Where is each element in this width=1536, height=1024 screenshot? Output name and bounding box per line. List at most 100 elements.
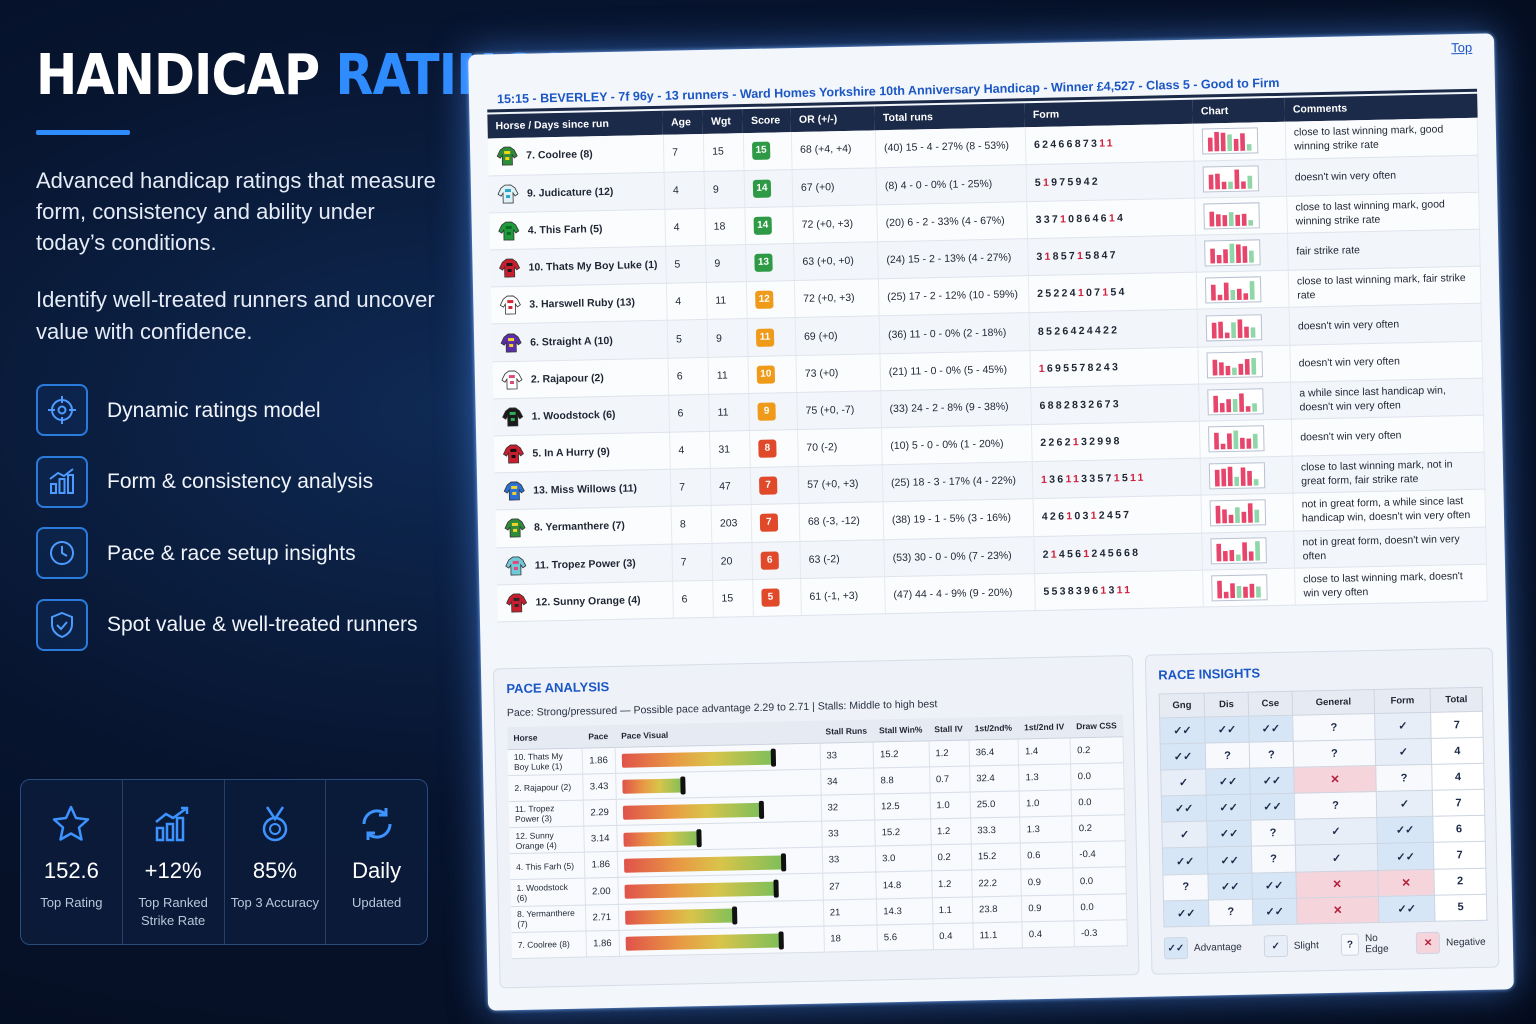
- horse-cell[interactable]: 9. Judicature (12): [488, 171, 665, 213]
- insight-cell: ✓✓: [1249, 767, 1295, 795]
- total-runs-cell: (33) 24 - 2 - 8% (9 - 38%): [880, 387, 1032, 428]
- horse-cell[interactable]: 12. Sunny Orange (4): [497, 580, 674, 622]
- insight-cell: ?: [1293, 739, 1376, 768]
- col-age[interactable]: Age: [662, 109, 704, 135]
- form-cell: 1695578243: [1029, 346, 1199, 388]
- horse-name[interactable]: 12. Sunny Orange (4): [535, 594, 641, 609]
- table-row[interactable]: 9. Judicature (12) 4 9 14 67 (+0) (8) 4 …: [488, 154, 1479, 213]
- horse-name[interactable]: 10. Thats My Boy Luke (1): [528, 259, 658, 274]
- weight-cell: 15: [703, 133, 745, 172]
- table-row[interactable]: 13. Miss Willows (11) 7 47 7 57 (+0, +3)…: [494, 452, 1485, 511]
- chart-cell: [1195, 233, 1289, 273]
- col-score[interactable]: Score: [742, 108, 792, 134]
- table-row[interactable]: 2. Rajapour (2) 6 11 10 73 (+0) (21) 11 …: [492, 340, 1483, 399]
- first-second-pct: 22.2: [971, 869, 1022, 897]
- table-row[interactable]: 1. Woodstock (6) 6 11 9 75 (+0, -7) (33)…: [493, 377, 1484, 436]
- horse-name[interactable]: 3. Harswell Ruby (13): [529, 296, 636, 311]
- jockey-silk-icon: [496, 146, 518, 166]
- horse-name[interactable]: 7. Coolree (8): [526, 148, 593, 162]
- form-mini-chart: [1208, 425, 1265, 453]
- pace-bar-fill: [625, 933, 783, 952]
- table-row[interactable]: 5. In A Hurry (9) 4 31 8 70 (-2) (10) 5 …: [494, 415, 1485, 474]
- pace-bar: [622, 774, 813, 795]
- horse-cell[interactable]: 4. This Farh (5): [489, 209, 666, 250]
- horse-cell[interactable]: 7. Coolree (8): [487, 134, 665, 176]
- mini-chart-bar: [1236, 585, 1242, 598]
- table-row[interactable]: 3. Harswell Ruby (13) 4 11 12 72 (+0, +3…: [490, 266, 1482, 325]
- col-horse[interactable]: Horse / Days since run: [487, 110, 664, 139]
- table-row[interactable]: 7. Coolree (8) 7 15 15 68 (+4, +4) (40) …: [487, 117, 1478, 176]
- mini-chart-bar: [1244, 326, 1249, 338]
- horse-cell[interactable]: 11. Tropez Power (3): [496, 543, 673, 585]
- stat-value: +12%: [144, 858, 202, 883]
- horse-name[interactable]: 1. Woodstock (6): [531, 408, 616, 423]
- horse-cell[interactable]: 1. Woodstock (6): [493, 395, 670, 436]
- pace-bar-fill: [622, 778, 684, 795]
- comment-cell: not in great form, doesn't win very ofte…: [1293, 526, 1487, 568]
- comment-cell: doesn't win very often: [1285, 154, 1479, 197]
- insight-cell: ✓✓: [1206, 794, 1251, 822]
- age-cell: 5: [667, 319, 708, 358]
- form-mini-chart: [1202, 165, 1260, 193]
- weight-cell: 203: [711, 504, 752, 543]
- stall-runs: 21: [822, 898, 878, 926]
- table-row[interactable]: 6. Straight A (10) 5 9 11 69 (+0) (36) 1…: [491, 303, 1482, 362]
- form-cell: 3185715847: [1027, 235, 1197, 276]
- horse-name[interactable]: 11. Tropez Power (3): [534, 557, 636, 572]
- horse-cell[interactable]: 5. In A Hurry (9): [494, 432, 671, 474]
- horse-name[interactable]: 13. Miss Willows (11): [533, 482, 638, 497]
- horse-name[interactable]: 4. This Farh (5): [527, 223, 603, 237]
- table-row[interactable]: 11. Tropez Power (3) 7 20 6 63 (-2) (53)…: [496, 526, 1487, 585]
- col-or[interactable]: OR (+/-): [790, 106, 876, 133]
- horse-name[interactable]: 9. Judicature (12): [526, 185, 614, 200]
- horse-cell[interactable]: 2. Rajapour (2): [492, 357, 669, 399]
- score-badge: 13: [754, 253, 773, 273]
- comment-cell: close to last winning mark, good winning…: [1286, 192, 1480, 234]
- horse-cell[interactable]: 8. Yermanthere (7): [495, 506, 672, 548]
- mini-chart-bar: [1215, 214, 1221, 227]
- horse-name[interactable]: 5. In A Hurry (9): [532, 446, 610, 460]
- jockey-silk-icon: [502, 407, 524, 427]
- or-cell: 68 (+4, +4): [791, 130, 877, 170]
- comment-cell: doesn't win very often: [1291, 415, 1485, 457]
- horse-cell[interactable]: 13. Miss Willows (11): [494, 469, 672, 511]
- pace-analysis-summary: Pace: Strong/pressured — Possible pace a…: [506, 698, 938, 720]
- insight-cell: ✓: [1161, 821, 1208, 849]
- insight-cell: 4: [1431, 763, 1485, 791]
- horse-name[interactable]: 2. Rajapour (2): [530, 371, 604, 386]
- form-cell: 33710864614: [1026, 198, 1196, 239]
- insight-cell: ?: [1294, 791, 1377, 820]
- age-cell: 4: [664, 208, 706, 247]
- horse-cell[interactable]: 3. Harswell Ruby (13): [490, 283, 668, 325]
- horse-name[interactable]: 6. Straight A (10): [530, 334, 613, 349]
- mini-chart-bar: [1230, 583, 1235, 599]
- mini-chart-bar: [1228, 515, 1234, 524]
- stall-win: 12.5: [874, 792, 931, 821]
- insight-cell: ✓✓: [1376, 816, 1434, 844]
- table-row[interactable]: 10. Thats My Boy Luke (1) 5 9 13 63 (+0,…: [490, 229, 1481, 288]
- horse-cell[interactable]: 6. Straight A (10): [491, 320, 668, 362]
- horse-cell[interactable]: 10. Thats My Boy Luke (1): [490, 246, 667, 288]
- top-link[interactable]: Top: [1451, 39, 1473, 56]
- col-total-runs[interactable]: Total runs: [874, 103, 1026, 131]
- stat-label: Top Rating: [40, 895, 103, 910]
- col-wgt[interactable]: Wgt: [702, 109, 744, 134]
- feature-item: Dynamic ratings model: [36, 384, 436, 436]
- horse-name[interactable]: 8. Yermanthere (7): [533, 520, 625, 535]
- table-row[interactable]: 4. This Farh (5) 4 18 14 72 (+0, +3) (20…: [489, 192, 1480, 250]
- chart-cell: [1200, 456, 1293, 496]
- age-cell: 6: [667, 357, 709, 396]
- pace-horse: 7. Coolree (8): [511, 930, 587, 959]
- mini-chart-bar: [1248, 220, 1254, 226]
- legend-item: ? No Edge: [1340, 933, 1395, 956]
- mini-chart-bar: [1235, 554, 1241, 561]
- pace-bar: [623, 826, 814, 847]
- mini-chart-bar: [1217, 295, 1223, 301]
- comment-text: close to last winning mark, doesn't win …: [1303, 569, 1463, 600]
- table-row[interactable]: 12. Sunny Orange (4) 6 15 5 61 (-1, +3) …: [497, 563, 1488, 622]
- mini-chart-bar: [1220, 133, 1226, 152]
- or-cell: 68 (-3, -12): [799, 502, 884, 542]
- table-row[interactable]: 8. Yermanthere (7) 8 203 7 68 (-3, -12) …: [495, 489, 1486, 548]
- mini-chart-bar: [1234, 169, 1240, 189]
- col-form[interactable]: Form: [1024, 99, 1194, 128]
